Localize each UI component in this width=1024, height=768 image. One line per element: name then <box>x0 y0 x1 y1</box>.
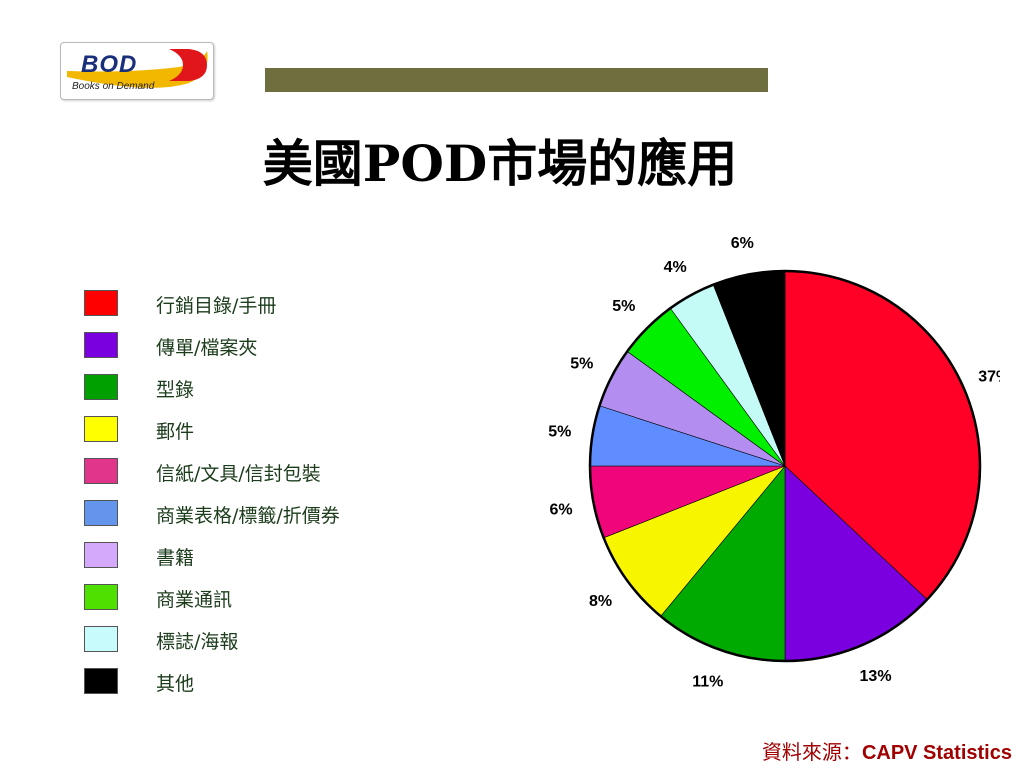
pie-outline <box>588 269 982 663</box>
legend-label: 商業通訊 <box>156 589 233 611</box>
legend-item: 型錄 <box>84 371 404 413</box>
legend-item: 傳單/檔案夾 <box>84 329 404 371</box>
legend-label: 型錄 <box>156 379 195 401</box>
legend-item: 信紙/文具/信封包裝 <box>84 455 404 497</box>
legend-swatch <box>84 542 118 568</box>
legend-item: 郵件 <box>84 413 404 455</box>
page-title: 美國POD市場的應用 <box>262 134 738 193</box>
legend-label: 傳單/檔案夾 <box>156 337 258 359</box>
slice-value-label: 8% <box>589 593 612 610</box>
legend-swatch <box>84 332 118 358</box>
pie-chart: 37% 13% 11% 8% 6% 5% 5% 5% 4% 6% <box>548 235 1000 691</box>
legend-item: 書籍 <box>84 539 404 581</box>
legend-label: 信紙/文具/信封包裝 <box>156 463 321 485</box>
legend-swatch <box>84 500 118 526</box>
legend-item: 商業通訊 <box>84 581 404 623</box>
legend-swatch <box>84 458 118 484</box>
slice-value-label: 13% <box>860 668 892 685</box>
legend-label: 其他 <box>156 673 195 695</box>
legend-label: 標誌/海報 <box>156 631 239 653</box>
legend-swatch <box>84 290 118 316</box>
slice-value-label: 6% <box>731 235 754 252</box>
legend-item: 行銷目錄/手冊 <box>84 287 404 329</box>
legend-label: 書籍 <box>156 547 195 569</box>
slice-value-label: 5% <box>570 355 593 372</box>
legend-item: 標誌/海報 <box>84 623 404 665</box>
title-decoration-bar <box>265 68 768 92</box>
logo-wordmark: BOD <box>81 51 138 78</box>
slice-value-label: 37% <box>978 368 1000 385</box>
slice-value-label: 4% <box>664 259 687 276</box>
source-note: 資料來源：CAPV Statistics <box>762 736 1012 765</box>
legend-item: 其他 <box>84 665 404 707</box>
legend-item: 商業表格/標籤/折價券 <box>84 497 404 539</box>
slice-value-label: 5% <box>548 423 571 440</box>
source-label: 資料來源： <box>761 740 862 764</box>
chart-legend: 行銷目錄/手冊 傳單/檔案夾 型錄郵件信紙/文具/信封包裝 商業表格/標籤/折價券 書籍… <box>84 287 404 707</box>
legend-label: 行銷目錄/手冊 <box>156 295 277 317</box>
legend-swatch <box>84 416 118 442</box>
slice-value-label: 6% <box>549 502 572 519</box>
logo-tagline: Books on Demand <box>72 81 155 92</box>
legend-swatch <box>84 584 118 610</box>
source-value: CAPV Statistics <box>861 742 1012 764</box>
legend-label: 商業表格/標籤/折價券 <box>156 505 340 527</box>
legend-swatch <box>84 626 118 652</box>
legend-label: 郵件 <box>156 421 195 443</box>
logo-swoosh-graphic <box>67 49 208 88</box>
legend-swatch <box>84 374 118 400</box>
slice-value-label: 5% <box>612 298 635 315</box>
slice-value-label: 11% <box>692 674 723 691</box>
legend-swatch <box>84 668 118 694</box>
bod-logo: BOD Books on Demand <box>60 42 214 100</box>
